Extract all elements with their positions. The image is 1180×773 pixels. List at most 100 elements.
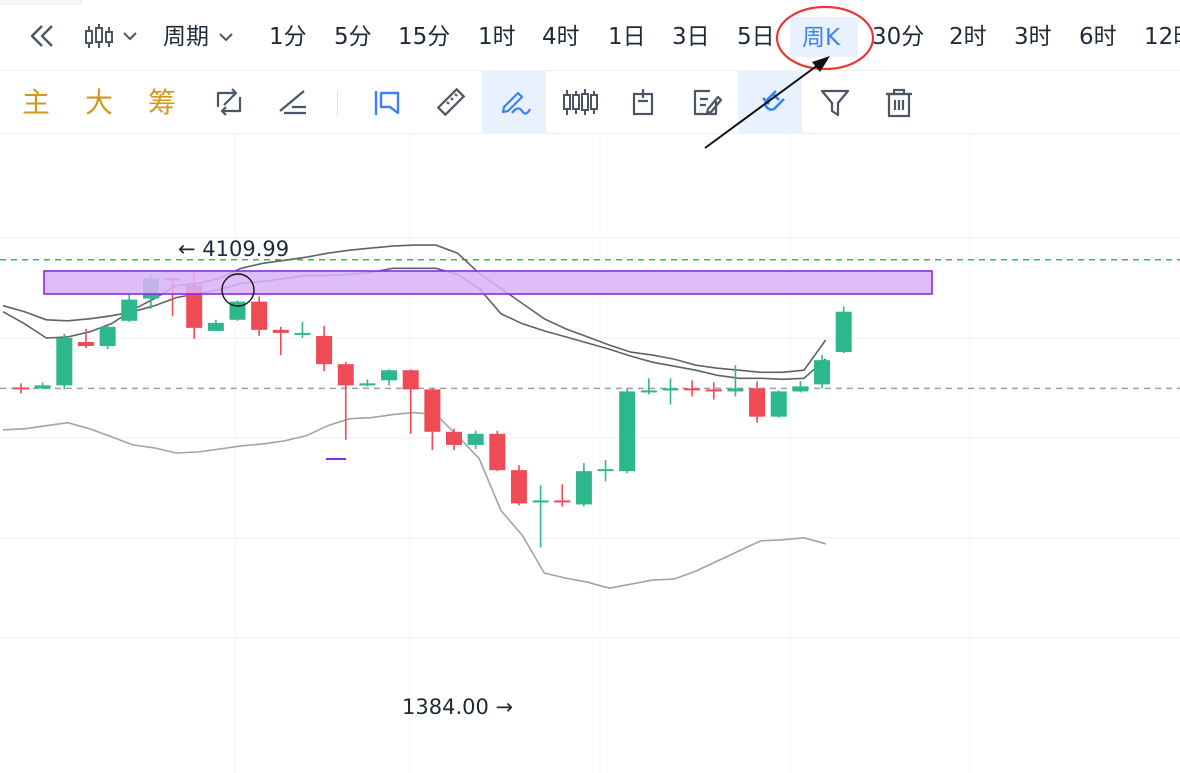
candle-down bbox=[186, 285, 203, 328]
period-1m[interactable]: 1分 bbox=[269, 24, 307, 50]
candle-up bbox=[814, 360, 831, 385]
candle-down bbox=[316, 335, 333, 365]
candle-down bbox=[489, 433, 506, 471]
candle-up bbox=[770, 391, 787, 417]
drawing-toolbar: 主 大 筹 bbox=[0, 70, 1180, 134]
candle-down bbox=[77, 341, 94, 347]
candle-up bbox=[662, 388, 679, 391]
candle-up bbox=[294, 332, 311, 335]
period-dropdown-label: 周期 bbox=[163, 24, 209, 50]
period-3d[interactable]: 3日 bbox=[672, 24, 710, 50]
bookmark-icon bbox=[374, 91, 400, 115]
main-chart-toggle[interactable]: 主 bbox=[22, 86, 51, 119]
top-tab-stub bbox=[0, 0, 82, 5]
candlestick-chart[interactable]: ← 4109.99 1384.00 → bbox=[0, 135, 1180, 773]
candle-down bbox=[424, 389, 441, 432]
annotation-circle-wick bbox=[221, 273, 255, 307]
collapse-left-icon[interactable] bbox=[28, 18, 56, 54]
candle-up bbox=[56, 337, 73, 386]
candle-down bbox=[13, 387, 29, 390]
candle-up bbox=[381, 370, 398, 381]
period-30m[interactable]: 30分 bbox=[872, 24, 925, 50]
candle-up bbox=[121, 299, 138, 321]
candle-up bbox=[532, 500, 549, 503]
candle-up bbox=[99, 326, 116, 347]
candle-down bbox=[272, 329, 289, 333]
pen-draw-icon bbox=[501, 91, 531, 115]
candles-compare-icon bbox=[563, 89, 598, 115]
period-3h[interactable]: 3时 bbox=[1014, 24, 1052, 50]
high-price-label: ← 4109.99 bbox=[178, 237, 289, 261]
bookmark-button[interactable] bbox=[354, 71, 418, 134]
period-5d[interactable]: 5日 bbox=[737, 24, 775, 50]
candlestick-chart-icon[interactable] bbox=[84, 18, 114, 54]
low-price-arrow: → bbox=[495, 695, 514, 719]
filter-button[interactable] bbox=[802, 71, 866, 134]
candle-up bbox=[575, 471, 592, 505]
period-5m[interactable]: 5分 bbox=[334, 24, 372, 50]
chip-distribution-toggle[interactable]: 筹 bbox=[148, 86, 177, 119]
swap-draw-button[interactable] bbox=[196, 71, 260, 134]
period-4h[interactable]: 4时 bbox=[542, 24, 580, 50]
candle-up bbox=[835, 311, 852, 353]
candle-down bbox=[337, 364, 354, 386]
magnet-button[interactable] bbox=[738, 71, 802, 134]
period-bar: 周期 1分 5分 15分 1时 4时 1日 3日 5日 周K 30分 2时 3时… bbox=[0, 0, 1180, 71]
candle-up bbox=[727, 388, 744, 392]
candle-up bbox=[619, 391, 636, 472]
period-dropdown[interactable]: 周期 bbox=[163, 19, 234, 55]
candle-down bbox=[554, 500, 571, 503]
candle-down bbox=[446, 431, 462, 445]
trash-icon bbox=[886, 88, 912, 118]
chevron-down-icon[interactable] bbox=[122, 18, 138, 54]
swap-draw-icon bbox=[216, 88, 242, 116]
high-price-arrow: ← bbox=[178, 237, 196, 261]
toolbar-divider bbox=[337, 91, 338, 115]
candle-up bbox=[359, 383, 376, 386]
candle-down bbox=[749, 388, 766, 417]
period-weekly-label: 周K bbox=[802, 25, 841, 51]
band-upper-line bbox=[2, 244, 827, 374]
ruler-icon bbox=[436, 87, 466, 117]
period-6h[interactable]: 6时 bbox=[1079, 24, 1117, 50]
position-button[interactable] bbox=[610, 71, 674, 134]
period-weekly-selected[interactable]: 周K bbox=[790, 17, 858, 57]
high-price-value: 4109.99 bbox=[202, 237, 290, 261]
position-icon bbox=[632, 89, 654, 116]
candle-down bbox=[510, 470, 527, 504]
candle-up bbox=[207, 322, 224, 331]
chevron-down-icon bbox=[219, 32, 234, 41]
large-order-toggle[interactable]: 大 bbox=[85, 86, 114, 119]
candle-down bbox=[402, 370, 419, 390]
pen-draw-button[interactable] bbox=[482, 71, 546, 134]
period-1d[interactable]: 1日 bbox=[608, 24, 646, 50]
ruler-button[interactable] bbox=[418, 71, 482, 134]
note-edit-icon bbox=[693, 89, 723, 116]
band-middle-line bbox=[2, 267, 827, 381]
filter-icon bbox=[820, 89, 850, 117]
candle-down bbox=[251, 301, 268, 330]
annotation-circle bbox=[775, 5, 875, 71]
candle-down bbox=[705, 389, 722, 392]
low-price-label: 1384.00 → bbox=[402, 695, 513, 719]
chart-canvas[interactable] bbox=[0, 135, 1180, 773]
candles-compare-button[interactable] bbox=[546, 71, 610, 134]
candle-up bbox=[467, 433, 484, 445]
candle-up bbox=[597, 469, 614, 472]
note-edit-button[interactable] bbox=[674, 71, 738, 134]
candle-up bbox=[640, 390, 657, 393]
trendline-icon bbox=[279, 90, 306, 115]
period-12h[interactable]: 12时 bbox=[1144, 24, 1180, 50]
candle-up bbox=[34, 385, 51, 389]
period-15m[interactable]: 15分 bbox=[398, 24, 451, 50]
candle-down bbox=[684, 388, 701, 391]
resistance-zone bbox=[43, 270, 933, 295]
candle-up bbox=[792, 386, 809, 392]
low-price-value: 1384.00 bbox=[402, 695, 489, 719]
trendline-button[interactable] bbox=[260, 71, 324, 134]
trash-button[interactable] bbox=[866, 71, 930, 134]
period-1h[interactable]: 1时 bbox=[478, 24, 516, 50]
period-2h[interactable]: 2时 bbox=[949, 24, 987, 50]
band-lower-line bbox=[2, 411, 826, 590]
